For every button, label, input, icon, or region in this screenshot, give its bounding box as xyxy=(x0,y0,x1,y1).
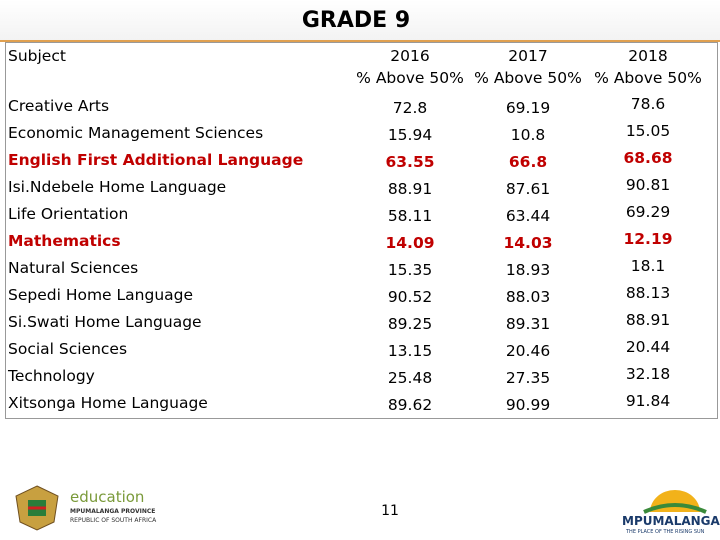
page-number: 11 xyxy=(381,503,399,519)
value-cell: 58.11 xyxy=(387,207,433,225)
value-cell: 69.19 xyxy=(505,99,551,117)
value-cell: 88.91 xyxy=(625,311,671,329)
subject-cell: Technology xyxy=(8,367,95,385)
title-bar xyxy=(0,0,720,42)
value-cell: 90.99 xyxy=(505,396,551,414)
logo-text: REPUBLIC OF SOUTH AFRICA xyxy=(70,517,157,524)
value-cell: 72.8 xyxy=(392,99,428,117)
value-cell: 63.55 xyxy=(385,153,435,171)
logo-text: MPUMALANGA PROVINCE xyxy=(70,508,156,515)
value-cell: 32.18 xyxy=(625,365,671,383)
value-cell: 68.68 xyxy=(623,149,673,167)
logo-text: MPUMALANGA xyxy=(622,514,720,528)
subject-cell: Life Orientation xyxy=(8,205,129,223)
value-cell: 63.44 xyxy=(505,207,551,225)
value-cell: 90.52 xyxy=(387,288,433,306)
value-cell: 88.13 xyxy=(625,284,671,302)
subject-cell: Social Sciences xyxy=(8,340,128,358)
subject-cell: Si.Swati Home Language xyxy=(8,313,202,331)
value-cell: 18.93 xyxy=(505,261,551,279)
subject-cell: Sepedi Home Language xyxy=(8,286,194,304)
value-cell: 66.8 xyxy=(508,153,548,171)
value-cell: 88.91 xyxy=(387,180,433,198)
value-cell: 18.1 xyxy=(630,257,666,275)
logo-text: education xyxy=(70,488,145,506)
value-cell: 10.8 xyxy=(510,126,546,144)
value-cell: 25.48 xyxy=(387,369,433,387)
value-cell: 15.05 xyxy=(625,122,671,140)
subject-cell: English First Additional Language xyxy=(8,151,304,169)
title: GRADE 9 xyxy=(301,8,411,33)
column-header: Subject xyxy=(8,47,66,65)
column-subheader: % Above 50% xyxy=(474,69,582,87)
sun-icon xyxy=(643,490,707,514)
value-cell: 89.25 xyxy=(387,315,433,333)
value-cell: 89.62 xyxy=(387,396,433,414)
value-cell: 15.35 xyxy=(387,261,433,279)
value-cell: 27.35 xyxy=(505,369,551,387)
value-cell: 91.84 xyxy=(625,392,671,410)
value-cell: 89.31 xyxy=(505,315,551,333)
value-cell: 87.61 xyxy=(505,180,551,198)
column-subheader: % Above 50% xyxy=(594,69,702,87)
logo-text: THE PLACE OF THE RISING SUN xyxy=(626,529,705,535)
value-cell: 12.19 xyxy=(623,230,673,248)
crest-icon xyxy=(15,485,59,531)
value-cell: 20.44 xyxy=(625,338,671,356)
value-cell: 14.09 xyxy=(385,234,435,252)
value-cell: 20.46 xyxy=(505,342,551,360)
subject-cell: Economic Management Sciences xyxy=(8,124,264,142)
value-cell: 13.15 xyxy=(387,342,433,360)
value-cell: 14.03 xyxy=(503,234,553,252)
column-subheader: % Above 50% xyxy=(356,69,464,87)
value-cell: 90.81 xyxy=(625,176,671,194)
subject-cell: Natural Sciences xyxy=(8,259,139,277)
subject-cell: Isi.Ndebele Home Language xyxy=(8,178,227,196)
subject-cell: Mathematics xyxy=(8,232,121,250)
table-frame xyxy=(5,42,718,419)
value-cell: 88.03 xyxy=(505,288,551,306)
column-header: 2018 xyxy=(628,47,668,65)
subject-cell: Creative Arts xyxy=(8,97,110,115)
value-cell: 15.94 xyxy=(387,126,433,144)
value-cell: 69.29 xyxy=(625,203,671,221)
subject-cell: Xitsonga Home Language xyxy=(8,394,208,412)
column-header: 2016 xyxy=(390,47,430,65)
column-header: 2017 xyxy=(508,47,548,65)
value-cell: 78.6 xyxy=(630,95,666,113)
